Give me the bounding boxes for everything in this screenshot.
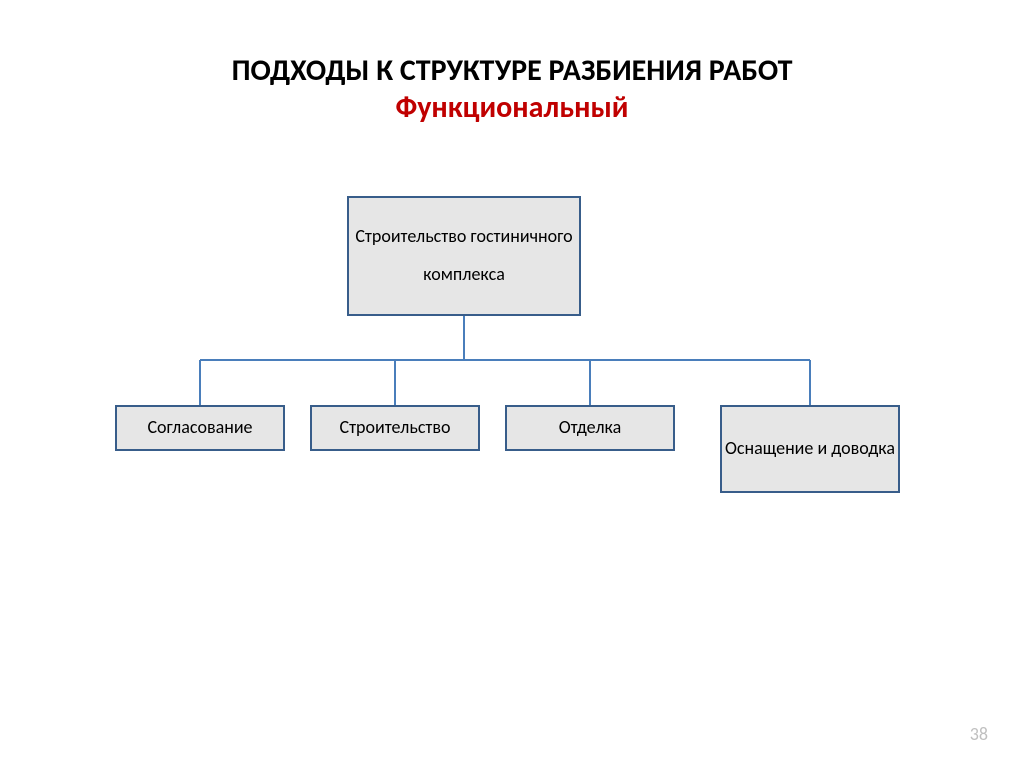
- title-line1: ПОДХОДЫ К СТРУКТУРЕ РАЗБИЕНИЯ РАБОТ: [0, 52, 1024, 89]
- slide: ПОДХОДЫ К СТРУКТУРЕ РАЗБИЕНИЯ РАБОТ Функ…: [0, 0, 1024, 767]
- child-node-0: Согласование: [115, 405, 285, 451]
- child-node-1: Строительство: [310, 405, 480, 451]
- title-line2: Функциональный: [0, 89, 1024, 126]
- child-node-3: Оснащение и доводка: [720, 405, 900, 493]
- slide-title: ПОДХОДЫ К СТРУКТУРЕ РАЗБИЕНИЯ РАБОТ Функ…: [0, 52, 1024, 126]
- child-node-2: Отделка: [505, 405, 675, 451]
- root-node: Строительство гостиничного комплекса: [347, 196, 581, 316]
- page-number: 38: [970, 723, 988, 745]
